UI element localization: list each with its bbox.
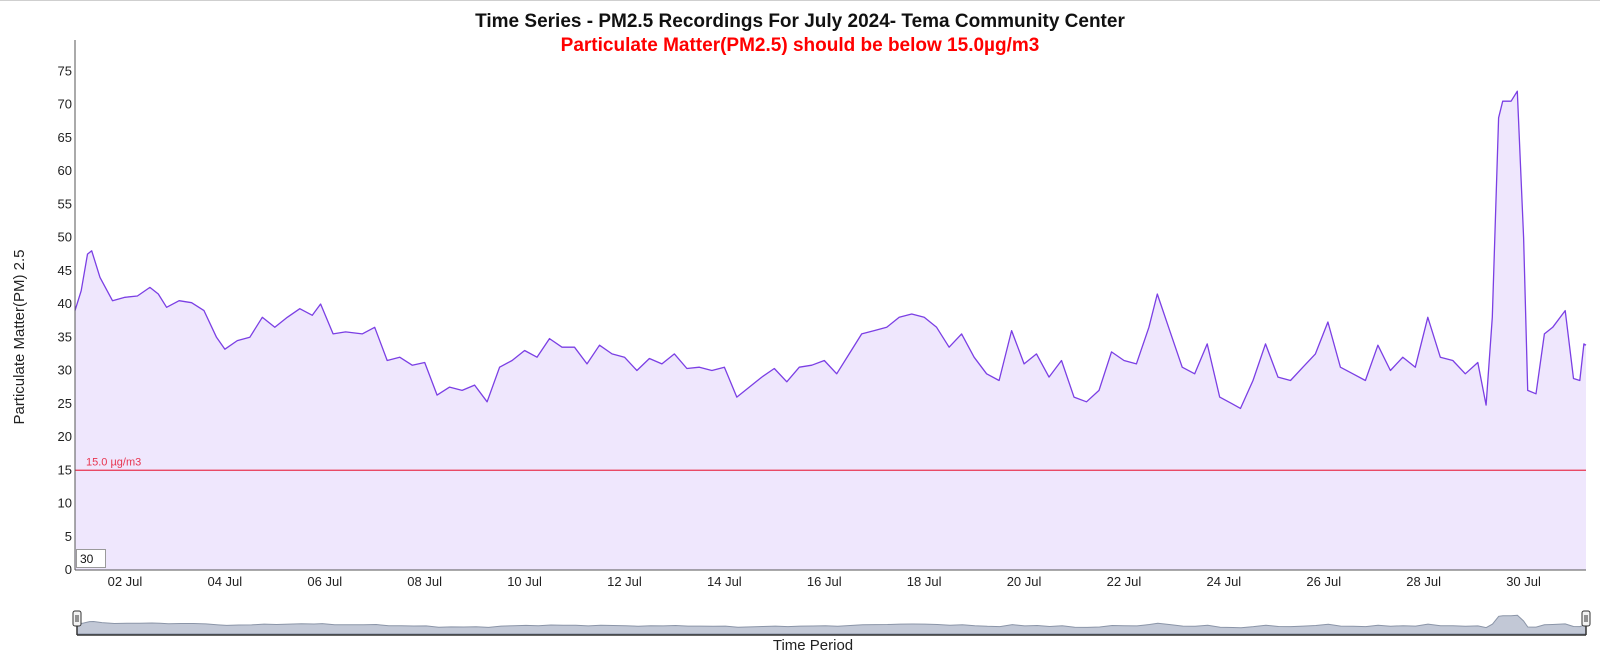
y-tick-labels: 0 5 10 15 20 25 30 35 40 45 50 55 60 65 70 75 xyxy=(58,63,72,577)
x-axis-label: Time Period xyxy=(773,637,853,654)
y-tick-label: 25 xyxy=(58,396,72,411)
x-tick-label: 24 Jul xyxy=(1207,574,1242,589)
y-tick-label: 65 xyxy=(58,130,72,145)
pm25-area-fill xyxy=(75,91,1586,570)
y-tick-label: 15 xyxy=(58,462,72,477)
y-tick-label: 55 xyxy=(58,196,72,211)
chart-subtitle: Particulate Matter(PM2.5) should be belo… xyxy=(560,35,1040,56)
x-tick-label: 10 Jul xyxy=(507,574,542,589)
y-tick-label: 10 xyxy=(58,496,72,511)
rolling-period-input[interactable] xyxy=(76,549,106,568)
x-tick-label: 28 Jul xyxy=(1406,574,1441,589)
y-tick-label: 5 xyxy=(65,529,72,544)
y-tick-label: 50 xyxy=(58,230,72,245)
y-tick-label: 45 xyxy=(58,263,72,278)
y-tick-label: 60 xyxy=(58,163,72,178)
x-tick-label: 16 Jul xyxy=(807,574,842,589)
threshold-label: 15.0 µg/m3 xyxy=(86,456,141,468)
y-tick-label: 30 xyxy=(58,363,72,378)
x-tick-label: 04 Jul xyxy=(207,574,242,589)
y-tick-label: 20 xyxy=(58,429,72,444)
x-tick-label: 20 Jul xyxy=(1007,574,1042,589)
navigator-left-handle[interactable] xyxy=(72,610,82,627)
navigator-right-handle[interactable] xyxy=(1581,610,1591,627)
x-tick-label: 30 Jul xyxy=(1506,574,1541,589)
x-tick-label: 26 Jul xyxy=(1306,574,1341,589)
y-tick-label: 40 xyxy=(58,296,72,311)
pm25-series-line xyxy=(74,90,1587,410)
y-axis-label: Particulate Matter(PM) 2.5 xyxy=(11,249,28,424)
x-tick-label: 12 Jul xyxy=(607,574,642,589)
time-navigator[interactable]: Time Period xyxy=(72,610,1591,654)
y-tick-label: 70 xyxy=(58,97,72,112)
x-tick-labels: 02 Jul 04 Jul 06 Jul 08 Jul 10 Jul 12 Jul 14 J… xyxy=(108,574,1541,589)
y-tick-label: 35 xyxy=(58,329,72,344)
x-tick-label: 08 Jul xyxy=(407,574,442,589)
plot-area: 15.0 µg/m3 xyxy=(74,90,1587,570)
top-border xyxy=(0,0,1600,1)
x-tick-label: 14 Jul xyxy=(707,574,742,589)
x-tick-label: 22 Jul xyxy=(1107,574,1142,589)
x-tick-label: 18 Jul xyxy=(907,574,942,589)
x-tick-label: 02 Jul xyxy=(108,574,143,589)
x-tick-label: 06 Jul xyxy=(307,574,342,589)
chart-title: Time Series - PM2.5 Recordings For July … xyxy=(475,11,1125,32)
y-tick-label: 0 xyxy=(65,562,72,577)
navigator-area xyxy=(76,614,1587,635)
y-tick-label: 75 xyxy=(58,63,72,78)
axes: 0 5 10 15 20 25 30 35 40 45 50 55 60 65 70 75 02 Jul 04 … xyxy=(11,40,1586,589)
